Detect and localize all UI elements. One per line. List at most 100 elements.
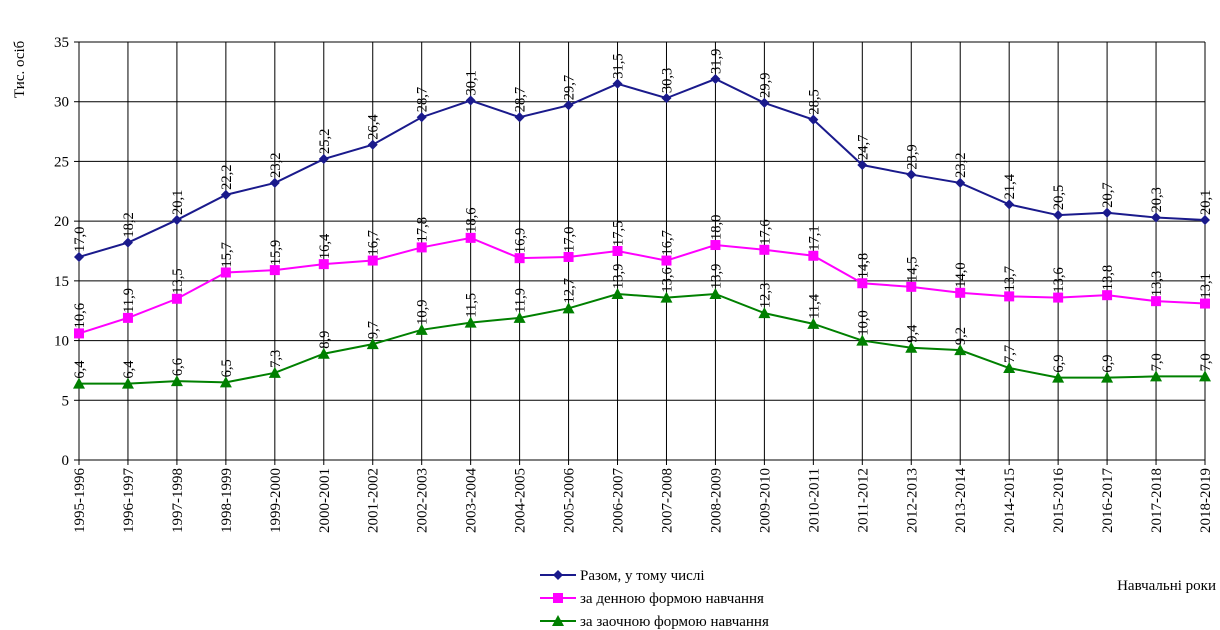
data-point [219, 376, 232, 388]
data-label: 10,0 [855, 310, 871, 335]
x-axis: 1995-1996 1996-1997 1997-1998 1998-1999 1999… [72, 460, 1214, 533]
data-label: 20,7 [1100, 182, 1116, 207]
legend-label: за денною формою навчання [580, 591, 764, 607]
data-point [563, 251, 574, 262]
data-point [611, 287, 624, 299]
data-point [906, 169, 917, 180]
data-label: 20,5 [1051, 185, 1067, 210]
data-label: 23,2 [268, 153, 284, 178]
data-label: 7,3 [268, 350, 284, 368]
data-label: 18,6 [464, 207, 480, 232]
x-tick-label: 1999-2000 [268, 468, 284, 533]
data-label: 7,0 [1198, 353, 1214, 371]
x-axis-title: Навчальні роки [1117, 578, 1216, 594]
data-label: 6,5 [219, 359, 235, 377]
data-point [171, 214, 182, 225]
data-point [465, 95, 476, 106]
grid [78, 41, 1206, 465]
data-point [759, 97, 770, 108]
data-label: 13,1 [1198, 273, 1214, 298]
data-point [513, 311, 526, 323]
data-point [710, 74, 721, 85]
data-label: 29,7 [562, 75, 578, 100]
data-point [808, 114, 819, 125]
data-point [1199, 370, 1211, 382]
y-tick-label: 5 [62, 393, 70, 409]
data-point [171, 293, 182, 304]
data-point [661, 93, 672, 104]
data-point [1004, 199, 1015, 210]
data-point [1004, 291, 1015, 302]
series-line-3 [79, 292, 1205, 385]
x-tick-label: 2017-2018 [1149, 468, 1165, 533]
data-point [416, 112, 427, 123]
data-label: 20,3 [1149, 187, 1165, 212]
x-tick-label: 2014-2015 [1002, 468, 1018, 533]
data-point [269, 177, 280, 188]
x-tick-label: 2018-2019 [1198, 468, 1214, 533]
data-point [1102, 290, 1113, 301]
data-point [73, 377, 85, 389]
data-point [954, 344, 967, 356]
data-label: 15,9 [268, 240, 284, 265]
data-point [367, 139, 378, 150]
data-label: 13,3 [1149, 271, 1165, 296]
data-point [955, 287, 966, 298]
y-tick-label: 0 [62, 453, 70, 469]
series-group [73, 74, 1211, 389]
x-tick-label: 1996-1997 [121, 468, 137, 533]
data-point [220, 267, 231, 278]
legend-label: за заочною формою навчання [580, 614, 769, 630]
data-point [906, 281, 917, 292]
data-point [416, 242, 427, 253]
data-label: 17,6 [757, 219, 773, 244]
x-tick-label: 1998-1999 [219, 468, 235, 533]
data-label: 17,0 [562, 227, 578, 252]
data-label: 11,4 [806, 293, 822, 319]
legend-marker [553, 593, 563, 603]
data-label: 16,4 [317, 233, 333, 259]
data-label: 26,4 [366, 114, 382, 140]
data-label: 30,1 [464, 70, 480, 95]
legend-marker [552, 615, 564, 626]
data-label: 20,1 [1198, 190, 1214, 215]
data-label: 14,0 [953, 262, 969, 287]
data-point [612, 78, 623, 89]
data-point [465, 232, 476, 243]
data-point [905, 341, 918, 353]
data-label: 6,4 [121, 360, 137, 379]
data-labels: 17,0 18,2 20,1 22,2 23,2 25,2 26,4 28,7 30,1 28,7… [72, 49, 1214, 379]
x-tick-label: 2003-2004 [464, 468, 480, 533]
legend-marker [553, 570, 563, 580]
data-label: 18,2 [121, 212, 137, 237]
data-label: 16,9 [513, 228, 529, 253]
data-point [758, 307, 771, 319]
data-label: 10,9 [415, 299, 431, 324]
data-point [710, 240, 721, 251]
data-label: 9,2 [953, 327, 969, 345]
data-label: 13,6 [659, 267, 675, 292]
data-label: 13,8 [1100, 265, 1116, 290]
data-point [857, 278, 868, 289]
x-tick-label: 2004-2005 [513, 468, 529, 533]
data-point [1003, 362, 1016, 374]
data-point [514, 112, 525, 123]
data-point [121, 377, 134, 389]
data-label: 23,9 [904, 144, 920, 169]
data-label: 18,0 [708, 215, 724, 240]
data-label: 16,7 [366, 230, 382, 255]
data-label: 28,5 [806, 89, 822, 114]
data-label: 25,2 [317, 129, 333, 154]
series-line-2 [78, 236, 1206, 335]
data-point [318, 259, 329, 270]
x-tick-label: 2009-2010 [757, 468, 773, 533]
data-point [367, 255, 378, 266]
data-label: 17,8 [415, 217, 431, 242]
y-tick-label: 30 [54, 95, 69, 111]
data-point [660, 291, 673, 303]
data-label: 8,9 [317, 331, 333, 349]
x-tick-label: 2010-2011 [806, 468, 822, 532]
data-label: 17,0 [72, 227, 88, 252]
x-tick-label: 2008-2009 [708, 468, 724, 533]
data-point [807, 317, 820, 329]
